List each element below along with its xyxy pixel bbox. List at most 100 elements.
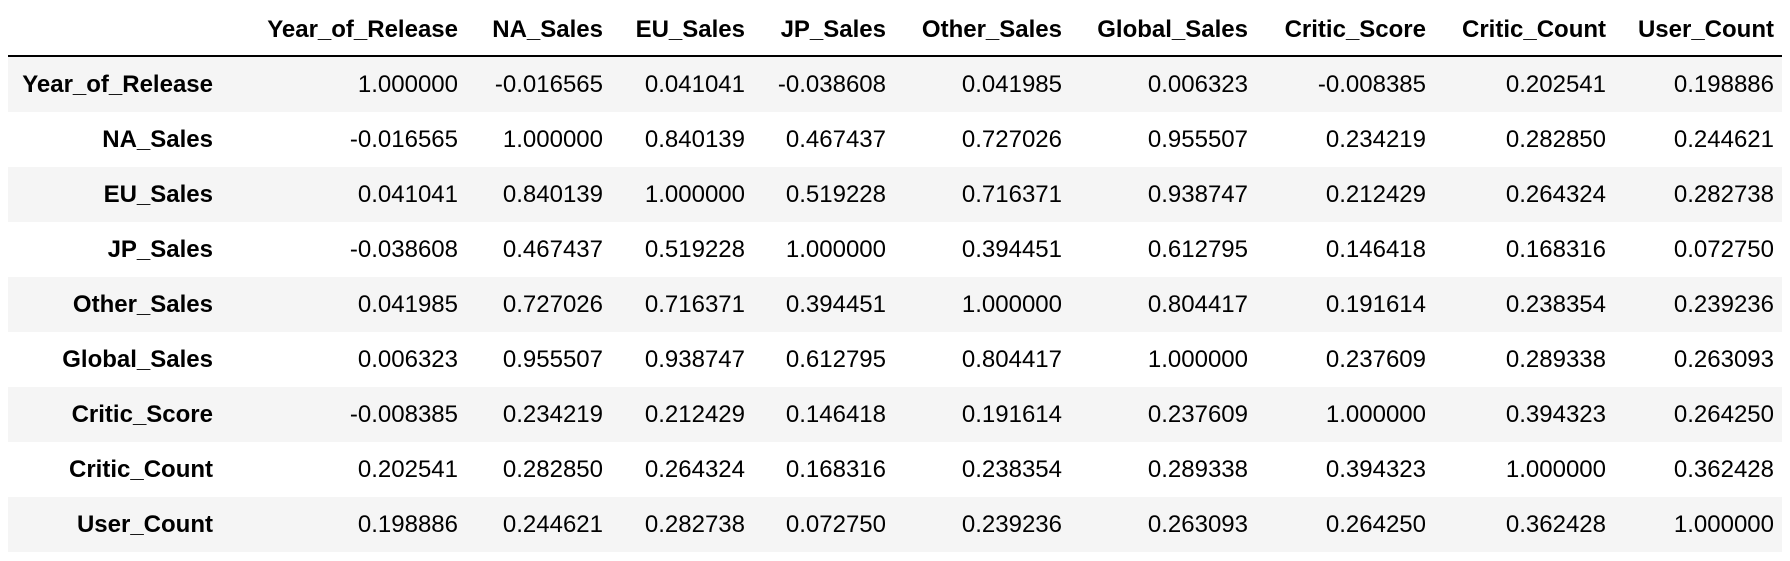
index-header [8,5,221,57]
row-label: User_Count [8,497,221,552]
table-cell: 0.362428 [1434,497,1614,552]
table-cell: 0.840139 [466,167,611,222]
table-cell: 0.467437 [466,222,611,277]
table-cell: 0.264250 [1256,497,1434,552]
table-cell: 0.238354 [894,442,1070,497]
table-cell: 0.612795 [753,332,894,387]
table-cell: 1.000000 [753,222,894,277]
table-row: Other_Sales 0.041985 0.727026 0.716371 0… [8,277,1782,332]
table-cell: 1.000000 [894,277,1070,332]
table-cell: 0.041985 [221,277,466,332]
table-cell: 1.000000 [1614,497,1782,552]
table-cell: 0.146418 [753,387,894,442]
table-cell: 0.264250 [1614,387,1782,442]
table-cell: 0.202541 [221,442,466,497]
header-row: Year_of_Release NA_Sales EU_Sales JP_Sal… [8,5,1782,57]
table-row: Critic_Count 0.202541 0.282850 0.264324 … [8,442,1782,497]
table-cell: 0.006323 [1070,56,1256,112]
table-cell: 0.938747 [611,332,753,387]
table-row: Year_of_Release 1.000000 -0.016565 0.041… [8,56,1782,112]
table-cell: 0.612795 [1070,222,1256,277]
table-cell: 0.006323 [221,332,466,387]
table-cell: 0.202541 [1434,56,1614,112]
table-cell: 0.237609 [1256,332,1434,387]
table-cell: 0.282850 [466,442,611,497]
table-cell: -0.016565 [466,56,611,112]
table-cell: -0.008385 [221,387,466,442]
table-cell: 0.212429 [611,387,753,442]
table-cell: 0.727026 [894,112,1070,167]
column-header: Global_Sales [1070,5,1256,57]
column-header: JP_Sales [753,5,894,57]
table-cell: 0.804417 [894,332,1070,387]
table-cell: 0.362428 [1614,442,1782,497]
table-cell: 0.264324 [611,442,753,497]
table-cell: 0.239236 [894,497,1070,552]
column-header: User_Count [1614,5,1782,57]
table-cell: 0.263093 [1614,332,1782,387]
table-cell: 0.804417 [1070,277,1256,332]
table-cell: 0.072750 [1614,222,1782,277]
table-cell: -0.008385 [1256,56,1434,112]
table-cell: 0.955507 [1070,112,1256,167]
table-row: EU_Sales 0.041041 0.840139 1.000000 0.51… [8,167,1782,222]
table-cell: 1.000000 [611,167,753,222]
table-cell: 0.041041 [611,56,753,112]
table-cell: 0.234219 [1256,112,1434,167]
table-row: JP_Sales -0.038608 0.467437 0.519228 1.0… [8,222,1782,277]
table-cell: -0.016565 [221,112,466,167]
table-cell: 0.840139 [611,112,753,167]
table-cell: 0.237609 [1070,387,1256,442]
table-cell: 1.000000 [1434,442,1614,497]
column-header: Critic_Score [1256,5,1434,57]
table-cell: 0.716371 [611,277,753,332]
table-cell: -0.038608 [753,56,894,112]
table-cell: 0.519228 [753,167,894,222]
row-label: Year_of_Release [8,56,221,112]
table-cell: 1.000000 [1070,332,1256,387]
table-cell: 0.467437 [753,112,894,167]
row-label: Other_Sales [8,277,221,332]
table-cell: 0.282738 [1614,167,1782,222]
table-cell: 0.234219 [466,387,611,442]
table-cell: 0.727026 [466,277,611,332]
row-label: JP_Sales [8,222,221,277]
table-cell: 1.000000 [1256,387,1434,442]
table-cell: 0.146418 [1256,222,1434,277]
row-label: Critic_Count [8,442,221,497]
table-row: NA_Sales -0.016565 1.000000 0.840139 0.4… [8,112,1782,167]
column-header: NA_Sales [466,5,611,57]
table-cell: 0.955507 [466,332,611,387]
table-cell: 0.264324 [1434,167,1614,222]
table-cell: 0.289338 [1434,332,1614,387]
table-cell: 0.394451 [894,222,1070,277]
correlation-table: Year_of_Release NA_Sales EU_Sales JP_Sal… [8,5,1782,552]
table-row: User_Count 0.198886 0.244621 0.282738 0.… [8,497,1782,552]
table-cell: 0.289338 [1070,442,1256,497]
table-row: Critic_Score -0.008385 0.234219 0.212429… [8,387,1782,442]
table-cell: 0.394323 [1434,387,1614,442]
table-cell: 0.263093 [1070,497,1256,552]
table-cell: 0.238354 [1434,277,1614,332]
row-label: Global_Sales [8,332,221,387]
table-cell: 0.239236 [1614,277,1782,332]
table-cell: 0.198886 [1614,56,1782,112]
column-header: Year_of_Release [221,5,466,57]
table-cell: 0.198886 [221,497,466,552]
table-cell: 0.394451 [753,277,894,332]
row-label: EU_Sales [8,167,221,222]
table-cell: 0.244621 [466,497,611,552]
table-cell: 0.716371 [894,167,1070,222]
table-row: Global_Sales 0.006323 0.955507 0.938747 … [8,332,1782,387]
table-cell: 0.282738 [611,497,753,552]
table-cell: 0.938747 [1070,167,1256,222]
table-cell: -0.038608 [221,222,466,277]
table-cell: 0.072750 [753,497,894,552]
table-cell: 0.041985 [894,56,1070,112]
table-cell: 1.000000 [221,56,466,112]
table-cell: 0.168316 [1434,222,1614,277]
row-label: Critic_Score [8,387,221,442]
table-cell: 0.212429 [1256,167,1434,222]
table-cell: 0.191614 [894,387,1070,442]
